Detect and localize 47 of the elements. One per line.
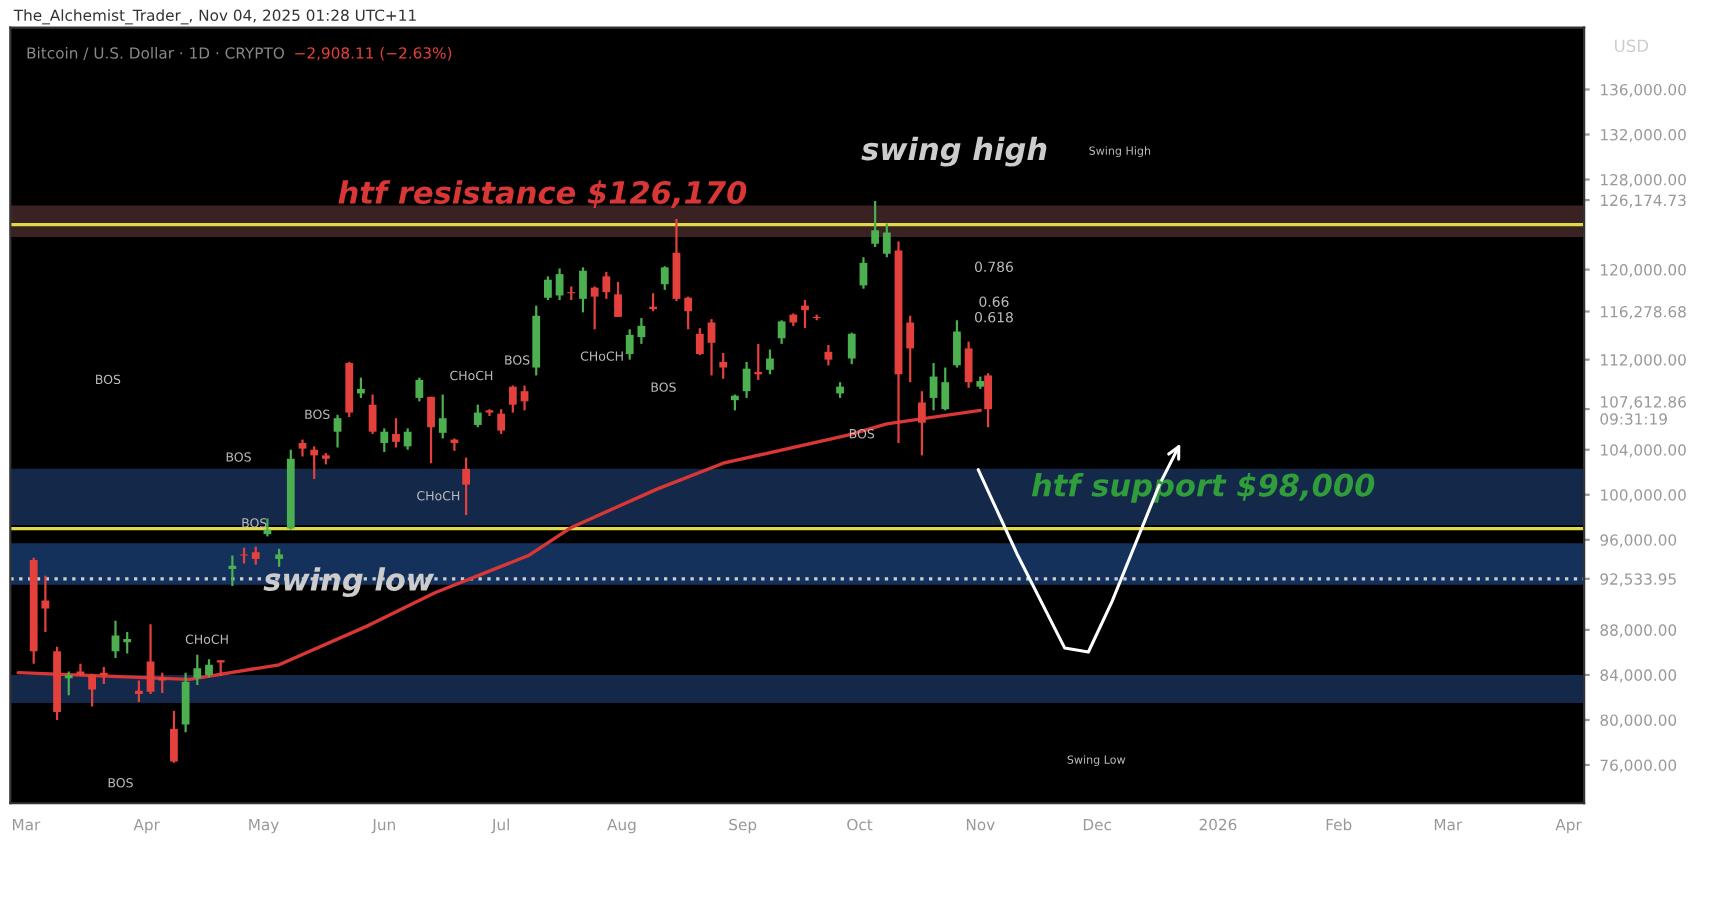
candlestick [438,393,447,440]
candlestick [181,671,190,734]
candlestick [310,445,319,481]
candlestick [462,456,470,517]
candlestick [695,327,704,357]
candlestick [333,413,342,449]
candlestick [766,348,774,376]
candlestick [508,384,517,414]
candlestick [497,408,506,436]
candlestick [777,319,786,346]
candlestick [380,427,389,454]
candlestick [251,545,260,566]
candlestick [719,351,728,380]
candlestick [427,395,435,465]
candlestick [847,331,856,366]
annotation: swing low [263,567,435,598]
candlestick [801,298,809,330]
candlestick [170,709,178,764]
candlestick [544,275,552,302]
candlestick [684,295,693,331]
annotation: swing high [861,136,1047,167]
candlestick [473,403,482,429]
candlestick [882,222,891,259]
candlestick [824,343,833,367]
candlestick [614,280,622,318]
candlestick [368,393,377,436]
candlestick [964,340,973,389]
candlestick [392,417,400,449]
candlestick [111,619,120,660]
candlestick [984,372,992,429]
candlestick [941,366,950,412]
candlestick [953,319,961,369]
candlestick [357,376,365,400]
candlestick [403,427,412,451]
candlestick [906,314,915,384]
candlestick [193,653,202,687]
candlestick [123,631,132,655]
candlestick [871,199,880,249]
candlestick [415,376,424,403]
ref-line-label: htf resistance $126,170 [338,180,747,209]
candlestick [275,547,284,568]
candlestick [205,658,213,679]
candlestick [660,265,669,291]
candlestick [228,554,237,588]
candlestick [64,670,73,697]
candlestick [579,266,587,314]
candlestick [625,328,634,361]
